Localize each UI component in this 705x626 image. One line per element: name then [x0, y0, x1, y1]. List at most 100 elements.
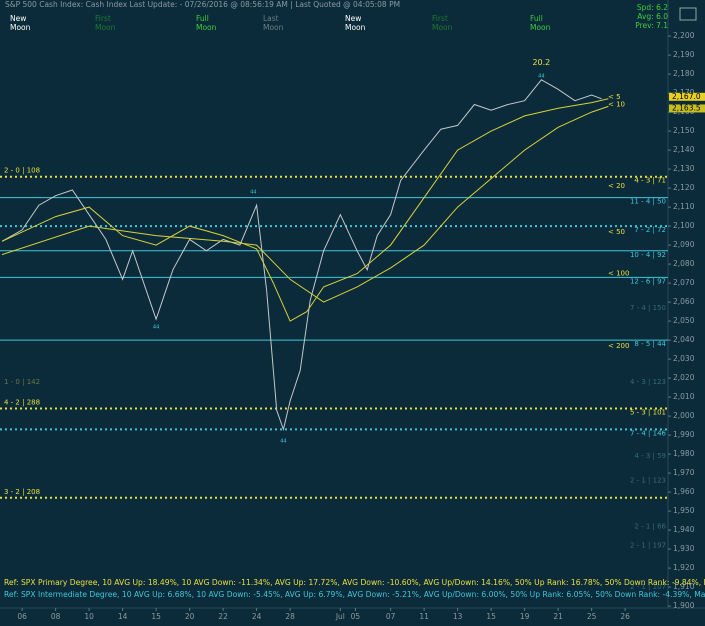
level-label: 12 - 6 | 97 — [630, 277, 666, 285]
price-line — [1, 79, 602, 432]
moon-label: New — [10, 14, 26, 23]
ma-label: < 5 — [608, 93, 621, 101]
moon-label: New — [345, 14, 361, 23]
level-label: 2 - 0 | 108 — [4, 167, 40, 175]
y-tick-label: 2,170 — [673, 88, 695, 97]
level-label: 5 - 3 | 101 — [630, 409, 666, 417]
level-label: 8 - 5 | 44 — [634, 340, 666, 348]
x-tick-label: 08 — [51, 612, 61, 621]
y-tick-label: 1,930 — [673, 544, 695, 553]
moon-label: Moon — [95, 23, 116, 32]
y-tick-label: 2,140 — [673, 145, 695, 154]
y-tick-label: 2,100 — [673, 221, 695, 230]
level-label: 4 - 3 | 71 — [634, 177, 666, 185]
y-tick-label: 2,200 — [673, 31, 695, 40]
x-tick-label: 05 — [351, 612, 361, 621]
footer-line: Ref: SPX Primary Degree, 10 AVG Up: 18.4… — [4, 578, 705, 587]
dim-level-label: 7 - 4 | 150 — [630, 304, 666, 312]
x-tick-label: 15 — [151, 612, 161, 621]
annotation: 44 — [538, 74, 544, 80]
x-tick-label: 19 — [520, 612, 530, 621]
ma-label: < 10 — [608, 101, 625, 109]
dim-level-label: 2 - 1 | 66 — [634, 522, 666, 530]
x-tick-label: 26 — [620, 612, 630, 621]
moon-label: Moon — [196, 23, 217, 32]
price-tag-label: 2,167.0 — [672, 92, 701, 101]
footer-line: Ref: SPX Intermediate Degree, 10 AVG Up:… — [4, 590, 705, 599]
y-tick-label: 1,910 — [673, 582, 695, 591]
y-tick-label: 2,070 — [673, 278, 695, 287]
moon-label: Moon — [530, 23, 551, 32]
y-tick-label: 2,190 — [673, 50, 695, 59]
y-tick-label: 1,940 — [673, 525, 695, 534]
x-tick-label: 11 — [419, 612, 429, 621]
y-tick-label: 2,090 — [673, 240, 695, 249]
y-tick-label: 2,020 — [673, 373, 695, 382]
menu-button[interactable] — [679, 7, 697, 21]
stat-label: Prev: 7.1 — [635, 21, 668, 30]
y-tick-label: 2,060 — [673, 297, 695, 306]
annotation: 20.2 — [532, 58, 550, 67]
moon-label: Full — [196, 14, 209, 23]
y-tick-label: 2,110 — [673, 202, 695, 211]
y-tick-label: 1,900 — [673, 601, 695, 610]
x-tick-label: 25 — [587, 612, 597, 621]
price-tag — [669, 104, 705, 113]
moon-label: Moon — [432, 23, 453, 32]
x-tick-label: 22 — [218, 612, 228, 621]
moon-label: Full — [530, 14, 543, 23]
x-tick-label: 21 — [553, 612, 563, 621]
dim-level-label: 4 - 3 | 123 — [630, 378, 666, 386]
y-tick-label: 2,150 — [673, 126, 695, 135]
y-tick-label: 1,920 — [673, 563, 695, 572]
dim-level-label: 2 - 1 | 123 — [630, 477, 666, 485]
y-tick-label: 2,050 — [673, 316, 695, 325]
dim-level-label: 1 - 0 | 142 — [4, 378, 40, 386]
level-label: 7 - 2 | 72 — [634, 226, 666, 234]
x-tick-label: 15 — [486, 612, 496, 621]
x-tick-label: 06 — [17, 612, 27, 621]
moon-label: Last — [263, 14, 279, 23]
level-label: 11 - 4 | 50 — [630, 198, 666, 206]
y-tick-label: 1,980 — [673, 449, 695, 458]
annotation: 44 — [250, 189, 256, 195]
x-tick-label: 10 — [84, 612, 94, 621]
x-tick-label: 20 — [185, 612, 195, 621]
ma-label: < 200 — [608, 342, 629, 350]
price-tag-label: 2,163.5 — [672, 103, 701, 112]
x-tick-label: 14 — [118, 612, 128, 621]
price-line — [1, 98, 609, 322]
y-tick-label: 1,970 — [673, 468, 695, 477]
moon-label: Moon — [10, 23, 31, 32]
ma-label: < 50 — [608, 228, 625, 236]
annotation: 44 — [280, 438, 286, 444]
y-tick-label: 1,990 — [673, 430, 695, 439]
x-tick-label: 07 — [386, 612, 396, 621]
annotation: 44 — [153, 324, 159, 330]
ma-label: < 20 — [608, 182, 625, 190]
y-tick-label: 2,120 — [673, 183, 695, 192]
y-tick-label: 2,180 — [673, 69, 695, 78]
x-tick-label: 13 — [453, 612, 463, 621]
ma-label: < 100 — [608, 270, 629, 278]
x-tick-label: 24 — [252, 612, 262, 621]
y-tick-label: 2,080 — [673, 259, 695, 268]
y-tick-label: 2,000 — [673, 411, 695, 420]
moon-label: First — [95, 14, 111, 23]
price-tag — [669, 92, 705, 101]
level-label: 4 - 2 | 288 — [4, 399, 40, 407]
y-tick-label: 2,040 — [673, 335, 695, 344]
y-tick-label: 2,010 — [673, 392, 695, 401]
level-label: 7 - 4 | 146 — [630, 429, 667, 437]
chart-title: S&P 500 Cash Index: Cash Index Last Upda… — [5, 0, 400, 9]
dim-level-label: 2 - 1 | 197 — [630, 541, 666, 549]
dim-level-label: 2 - 1 | 107 — [630, 583, 666, 591]
stat-label: Avg: 6.0 — [637, 12, 668, 21]
level-label: 3 - 2 | 208 — [4, 488, 40, 496]
y-tick-label: 2,030 — [673, 354, 695, 363]
stat-label: Spd: 6.2 — [637, 3, 668, 12]
dim-level-label: 4 - 3 | 59 — [634, 452, 666, 460]
